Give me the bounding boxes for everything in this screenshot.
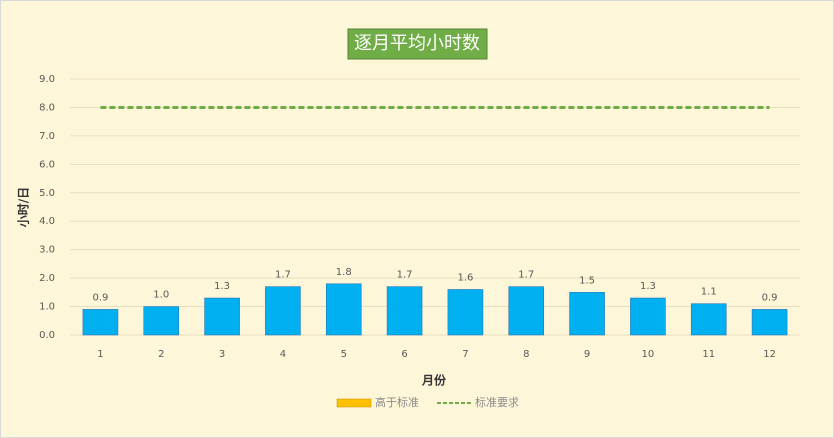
x-tick-label: 2 bbox=[158, 349, 164, 360]
data-label: 1.8 bbox=[336, 267, 352, 278]
bar bbox=[508, 286, 545, 336]
data-label: 1.7 bbox=[518, 270, 534, 281]
bar bbox=[690, 303, 727, 336]
y-tick-label: 4.0 bbox=[39, 216, 55, 227]
y-tick-label: 8.0 bbox=[39, 102, 55, 113]
x-tick-label: 8 bbox=[523, 349, 529, 360]
title-box bbox=[347, 28, 488, 60]
chart-title: 逐月平均小时数 bbox=[354, 33, 480, 54]
x-tick-label: 12 bbox=[763, 349, 776, 360]
data-label: 1.6 bbox=[457, 272, 473, 283]
x-tick-label: 7 bbox=[462, 349, 468, 360]
bar bbox=[325, 283, 362, 336]
x-axis-label: 月份 bbox=[421, 373, 447, 388]
legend-label: 标准要求 bbox=[475, 395, 519, 409]
data-label: 1.3 bbox=[640, 281, 656, 292]
y-tick-label: 0.0 bbox=[39, 330, 55, 341]
data-label: 1.5 bbox=[579, 275, 595, 286]
x-tick-label: 11 bbox=[702, 349, 715, 360]
data-label: 0.9 bbox=[762, 292, 778, 303]
y-tick-label: 1.0 bbox=[39, 302, 55, 313]
data-label: 1.1 bbox=[701, 287, 717, 298]
bar bbox=[751, 309, 788, 336]
data-label: 0.9 bbox=[92, 292, 108, 303]
data-label: 1.0 bbox=[153, 290, 169, 301]
y-tick-label: 6.0 bbox=[39, 159, 55, 170]
data-label: 1.7 bbox=[275, 270, 291, 281]
y-tick-label: 2.0 bbox=[39, 273, 55, 284]
x-tick-label: 1 bbox=[97, 349, 103, 360]
bar bbox=[447, 289, 484, 336]
data-label: 1.3 bbox=[214, 281, 230, 292]
y-tick-label: 7.0 bbox=[39, 131, 55, 142]
bar bbox=[630, 297, 666, 336]
x-tick-label: 6 bbox=[401, 349, 407, 360]
legend-label: 高于标准 bbox=[375, 395, 419, 409]
bar bbox=[82, 309, 119, 336]
data-label: 1.7 bbox=[397, 270, 413, 281]
bar bbox=[386, 286, 423, 336]
y-tick-label: 5.0 bbox=[39, 188, 55, 199]
x-tick-label: 4 bbox=[280, 349, 286, 360]
x-tick-label: 5 bbox=[341, 349, 347, 360]
bar bbox=[569, 292, 605, 336]
legend-swatch bbox=[336, 398, 372, 408]
bar bbox=[143, 306, 180, 336]
y-tick-label: 9.0 bbox=[39, 74, 55, 85]
x-tick-label: 9 bbox=[584, 349, 590, 360]
y-tick-label: 3.0 bbox=[39, 245, 55, 256]
y-axis-label: 小时/日 bbox=[16, 187, 31, 227]
bar bbox=[204, 297, 240, 336]
x-tick-label: 10 bbox=[642, 349, 655, 360]
x-tick-label: 3 bbox=[219, 349, 225, 360]
bar bbox=[265, 286, 301, 336]
